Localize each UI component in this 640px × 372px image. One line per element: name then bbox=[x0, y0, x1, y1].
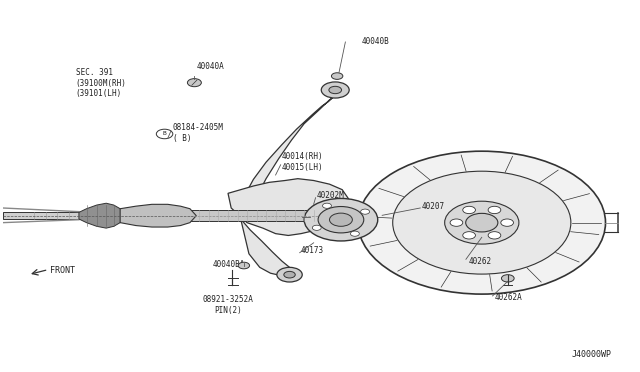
Circle shape bbox=[450, 219, 463, 226]
Text: J40000WP: J40000WP bbox=[572, 350, 612, 359]
Circle shape bbox=[304, 198, 378, 241]
Text: 40262A: 40262A bbox=[495, 293, 522, 302]
Circle shape bbox=[329, 86, 342, 94]
Text: FRONT: FRONT bbox=[51, 266, 76, 275]
Text: B: B bbox=[163, 131, 166, 137]
Text: 40040B: 40040B bbox=[361, 37, 389, 46]
Polygon shape bbox=[3, 212, 193, 219]
Circle shape bbox=[323, 203, 332, 208]
Text: 40222: 40222 bbox=[304, 211, 327, 220]
Circle shape bbox=[188, 78, 202, 87]
Circle shape bbox=[393, 171, 571, 274]
Circle shape bbox=[501, 219, 513, 226]
Circle shape bbox=[466, 214, 498, 232]
Polygon shape bbox=[190, 210, 320, 221]
Circle shape bbox=[284, 272, 295, 278]
Circle shape bbox=[330, 213, 353, 226]
Circle shape bbox=[463, 232, 476, 239]
Polygon shape bbox=[241, 219, 294, 276]
Circle shape bbox=[463, 206, 476, 214]
Text: 40014(RH)
40015(LH): 40014(RH) 40015(LH) bbox=[282, 153, 324, 172]
Text: 40040A: 40040A bbox=[196, 62, 224, 71]
Text: SEC. 391
(39100M(RH)
(39101(LH): SEC. 391 (39100M(RH) (39101(LH) bbox=[76, 68, 127, 98]
Polygon shape bbox=[79, 203, 125, 228]
Circle shape bbox=[488, 206, 501, 214]
Circle shape bbox=[502, 275, 514, 282]
Circle shape bbox=[351, 231, 359, 236]
Circle shape bbox=[358, 151, 605, 294]
Text: 40202M: 40202M bbox=[317, 191, 344, 200]
Circle shape bbox=[321, 82, 349, 98]
Circle shape bbox=[238, 262, 250, 269]
Text: 40207: 40207 bbox=[422, 202, 445, 211]
Circle shape bbox=[332, 73, 343, 79]
Circle shape bbox=[488, 232, 501, 239]
Circle shape bbox=[312, 225, 321, 230]
Circle shape bbox=[156, 129, 173, 139]
Circle shape bbox=[445, 201, 519, 244]
Text: 40173: 40173 bbox=[301, 246, 324, 254]
Text: 40262: 40262 bbox=[469, 257, 492, 266]
Circle shape bbox=[318, 206, 364, 233]
Polygon shape bbox=[244, 92, 339, 197]
Text: 40040BA: 40040BA bbox=[212, 260, 244, 269]
Circle shape bbox=[361, 209, 369, 214]
Circle shape bbox=[277, 267, 302, 282]
Polygon shape bbox=[120, 204, 196, 227]
Polygon shape bbox=[228, 179, 349, 235]
Text: 08184-2405M
( B): 08184-2405M ( B) bbox=[173, 123, 224, 142]
Text: 08921-3252A
PIN(2): 08921-3252A PIN(2) bbox=[203, 295, 253, 315]
